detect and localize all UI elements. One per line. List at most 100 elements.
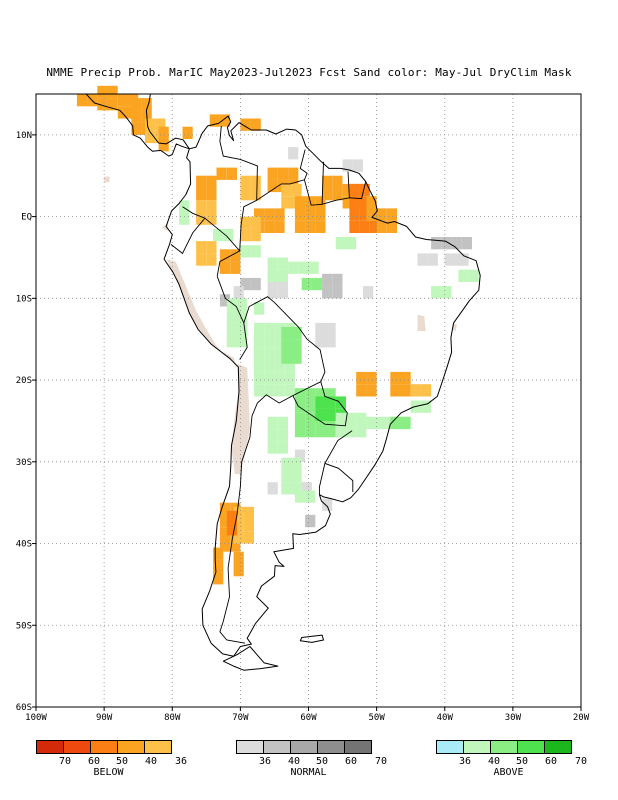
legend-normal-label-3: 50 <box>315 756 329 767</box>
legend-above-label-4: 60 <box>544 756 558 767</box>
below-normal-cell <box>230 249 241 262</box>
below-normal-cell <box>315 220 326 233</box>
latitude-ticks: 10N EQ 10S 20S 30S 40S 50S 60S <box>16 131 36 713</box>
above-normal-cell <box>254 371 265 385</box>
below-normal-cell <box>277 167 288 180</box>
legend-below-swatch-3 <box>90 740 118 754</box>
below-normal-cell <box>342 183 353 197</box>
country-border <box>216 276 245 324</box>
legend-above-caption: ABOVE <box>493 767 524 778</box>
above-normal-cell <box>315 396 326 409</box>
below-normal-cell <box>390 371 401 385</box>
below-normal-cell <box>243 506 254 520</box>
below-normal-cell <box>230 261 241 274</box>
above-normal-cell <box>431 286 442 299</box>
y-tick-label: 40S <box>16 540 32 550</box>
below-normal-cell <box>250 118 261 131</box>
below-normal-cell <box>233 519 244 532</box>
above-normal-cell <box>294 388 306 401</box>
x-tick-label: 60W <box>300 713 317 723</box>
below-normal-cell <box>145 130 156 144</box>
above-normal-cell <box>441 286 452 299</box>
below-normal-cell <box>366 196 377 209</box>
below-normal-cell <box>226 167 237 180</box>
map-title: NMME Precip Prob. MarIC May2023-Jul2023 … <box>46 66 572 79</box>
below-normal-cell <box>264 208 275 221</box>
below-normal-cell <box>196 200 207 213</box>
near-normal-cell <box>441 237 452 250</box>
above-normal-cell <box>237 310 248 323</box>
below-normal-cell <box>386 220 397 233</box>
south-america-coast <box>163 115 481 657</box>
below-normal-cell <box>213 547 224 560</box>
above-normal-cell <box>237 298 248 311</box>
near-normal-cell <box>240 277 251 291</box>
below-normal-cell <box>342 196 353 209</box>
below-normal-cell <box>219 514 231 528</box>
below-normal-cell <box>233 506 244 520</box>
below-normal-cell <box>369 220 380 233</box>
legend-normal-swatch-3 <box>290 740 318 754</box>
below-normal-cell <box>240 216 251 229</box>
near-normal-cell <box>325 322 336 336</box>
below-normal-cell <box>305 208 316 221</box>
below-normal-cell <box>131 122 142 135</box>
below-normal-cell <box>76 94 88 107</box>
above-normal-cell <box>267 269 278 282</box>
below-normal-cell <box>97 98 108 111</box>
above-normal-cell <box>213 228 224 242</box>
below-normal-cell <box>233 531 244 544</box>
above-normal-cell <box>274 347 285 360</box>
below-normal-cell <box>281 196 292 209</box>
near-normal-cell <box>219 294 231 307</box>
below-normal-cell <box>359 183 370 197</box>
below-normal-cell <box>356 371 367 385</box>
below-normal-cell <box>240 118 251 131</box>
below-normal-cell <box>294 220 306 233</box>
above-normal-cell <box>325 396 336 409</box>
near-normal-cell <box>461 237 472 250</box>
below-normal-cell <box>332 188 343 201</box>
below-normal-cell <box>349 220 360 233</box>
legend-below-swatch-5 <box>144 740 172 754</box>
above-normal-cell <box>305 412 316 426</box>
near-normal-cell <box>315 322 326 336</box>
above-normal-cell <box>281 339 292 352</box>
above-normal-cell <box>254 335 265 348</box>
below-normal-cell <box>291 183 302 197</box>
below-normal-cell <box>281 183 292 197</box>
legend-below-label-3: 50 <box>115 756 129 767</box>
cuba-coast <box>139 30 212 54</box>
above-normal-cell <box>346 237 357 250</box>
below-normal-cell <box>209 114 220 127</box>
coastline-layer <box>85 30 481 671</box>
below-normal-cell <box>206 241 217 254</box>
above-normal-cell <box>315 388 326 401</box>
above-normal-cell <box>315 425 326 438</box>
above-normal-cell <box>254 322 265 336</box>
legend-normal-label-5: 70 <box>374 756 388 767</box>
below-normal-cell <box>233 564 244 577</box>
above-normal-cell <box>400 416 411 430</box>
above-normal-cell <box>264 347 275 360</box>
near-normal-cell <box>451 237 462 250</box>
below-normal-cell <box>131 110 142 123</box>
above-normal-cell <box>294 490 306 503</box>
above-normal-cell <box>254 302 265 315</box>
below-normal-cell <box>359 208 370 221</box>
below-normal-cell <box>322 188 333 201</box>
below-normal-cell <box>349 208 360 221</box>
x-tick-label: 90W <box>96 713 113 723</box>
above-normal-cell <box>277 269 288 282</box>
above-normal-cell <box>264 335 275 348</box>
above-normal-cell <box>267 416 278 430</box>
below-normal-cell <box>233 551 244 564</box>
legend-above: 36 40 50 60 70 ABOVE <box>436 740 587 778</box>
above-normal-cell <box>325 425 336 438</box>
graticule <box>36 94 581 707</box>
legend-below-label-1: 70 <box>58 756 72 767</box>
above-normal-cell <box>390 416 401 430</box>
near-normal-cell <box>342 159 353 172</box>
above-normal-cell <box>325 408 336 421</box>
legend-above-swatch-1 <box>436 740 464 754</box>
